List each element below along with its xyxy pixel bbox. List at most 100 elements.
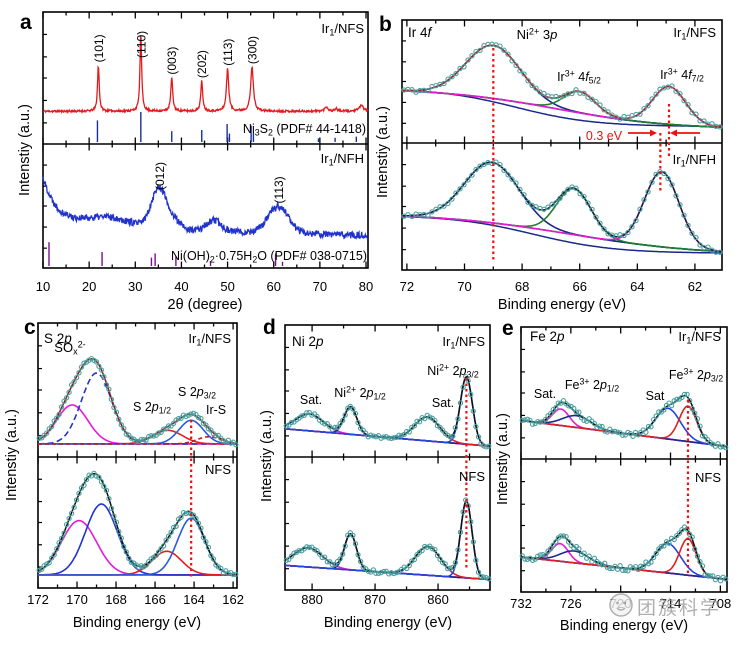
x-tick-label: 172 bbox=[27, 592, 49, 607]
annotation: Ir1/NFS bbox=[673, 25, 716, 42]
x-tick-label: 60 bbox=[266, 279, 280, 294]
data-points bbox=[519, 391, 729, 451]
axis-ticks bbox=[285, 325, 471, 590]
annotation: Ir1/NFS bbox=[442, 334, 485, 351]
annotation: S 2p1/2 bbox=[133, 400, 171, 416]
x-axis-label: Binding energy (eV) bbox=[324, 615, 452, 631]
x-tick-label: 714 bbox=[660, 596, 682, 611]
annotation: Fe 2p bbox=[530, 329, 565, 344]
axis-ticks bbox=[37, 323, 234, 588]
reference-pattern bbox=[48, 242, 284, 266]
annotation: Ni2+ 3p bbox=[517, 26, 558, 42]
annotation: Sat. bbox=[534, 387, 556, 401]
y-axis-label: Intenstiy (a.u.) bbox=[495, 413, 511, 505]
x-tick-label: 880 bbox=[301, 592, 323, 607]
panel-letter-e: e bbox=[502, 317, 514, 340]
watermark-logo-icon bbox=[609, 593, 633, 617]
x-axis-label: 2θ (degree) bbox=[168, 297, 243, 313]
x-tick-label: 70 bbox=[313, 279, 327, 294]
watermark: 团簇科学 bbox=[609, 593, 721, 619]
annotation: NFS bbox=[459, 469, 485, 484]
x-tick-label: 72 bbox=[400, 279, 414, 294]
shift-arrow-head bbox=[650, 129, 657, 137]
x-tick-label: 726 bbox=[560, 596, 582, 611]
panel-frame-b bbox=[401, 19, 723, 271]
annotation: Fe3+ 2p3/2 bbox=[669, 367, 723, 384]
annotation: Ni 2p bbox=[292, 334, 324, 349]
x-axis-label: Binding energy (eV) bbox=[498, 297, 626, 313]
annotation: Ir1/NFS bbox=[188, 331, 231, 348]
hkl-label: (113) bbox=[221, 39, 235, 66]
x-tick-label: 68 bbox=[515, 279, 529, 294]
x-tick-labels: 72 70 68 66 64 62 bbox=[400, 279, 702, 294]
x-tick-label: 64 bbox=[630, 279, 644, 294]
data-points bbox=[519, 524, 729, 584]
hkl-label: (202) bbox=[195, 50, 209, 78]
annotation: Ni(OH)2·0.75H2O (PDF# 038-0715) bbox=[171, 249, 367, 265]
annotation: Ni2+ 2p3/2 bbox=[427, 363, 479, 380]
panel-letter-c: c bbox=[24, 316, 36, 339]
x-tick-label: 168 bbox=[105, 592, 127, 607]
x-tick-label: 20 bbox=[82, 279, 96, 294]
annotation: NFS bbox=[205, 462, 231, 477]
envelope-curve bbox=[37, 472, 238, 576]
envelope-curve bbox=[402, 161, 723, 253]
x-tick-label: 860 bbox=[427, 592, 449, 607]
x-tick-labels: 10 20 30 40 50 60 70 80 bbox=[36, 279, 373, 294]
x-tick-label: 708 bbox=[710, 596, 732, 611]
annotation: Ir3+ 4f7/2 bbox=[660, 67, 704, 84]
panel-b: 72 70 68 66 64 62 Binding energy (eV) Intenstiy… bbox=[375, 13, 723, 313]
annotation: Ir1/NFH bbox=[321, 151, 364, 168]
x-tick-label: 30 bbox=[128, 279, 142, 294]
data-points bbox=[283, 497, 492, 582]
shift-arrow-head bbox=[670, 129, 677, 137]
y-axis-label: Intenstiy (a.u.) bbox=[375, 106, 391, 198]
hkl-label: (110) bbox=[134, 31, 148, 58]
x-tick-label: 170 bbox=[66, 592, 88, 607]
data-points bbox=[36, 470, 239, 578]
fit-component-4 bbox=[38, 436, 238, 445]
panel-letter-d: d bbox=[263, 316, 276, 339]
annotation: Fe3+ 2p1/2 bbox=[565, 377, 619, 394]
annotation: Ir1/NFS bbox=[678, 329, 721, 346]
xrd-trace-bottom bbox=[42, 176, 369, 241]
annotation: Ni2+ 2p1/2 bbox=[334, 385, 386, 402]
hkl-label: (101) bbox=[92, 34, 106, 62]
axis-ticks bbox=[520, 327, 722, 592]
x-axis-label: Binding energy (eV) bbox=[560, 618, 688, 634]
data-points bbox=[401, 41, 723, 130]
y-axis-label: Intenstiy (a.u.) bbox=[4, 409, 20, 501]
x-axis-label: Binding energy (eV) bbox=[73, 615, 201, 631]
data-points bbox=[401, 159, 723, 255]
watermark-text: 团簇科学 bbox=[637, 597, 721, 619]
annotation: Ni3S2 (PDF# 44-1418) bbox=[243, 122, 366, 138]
x-tick-label: 50 bbox=[220, 279, 234, 294]
x-tick-label: 732 bbox=[510, 596, 532, 611]
axis-ticks bbox=[42, 12, 367, 268]
x-tick-label: 162 bbox=[222, 592, 244, 607]
x-tick-label: 40 bbox=[174, 279, 188, 294]
annotation: Sat bbox=[646, 389, 665, 403]
annotation: Ir 4f bbox=[408, 25, 433, 40]
panel-c: 172 170 168 166 164 162 Binding energy (eV) Int… bbox=[4, 316, 244, 631]
x-tick-label: 66 bbox=[572, 279, 586, 294]
reference-pattern bbox=[96, 112, 358, 142]
x-tick-label: 10 bbox=[36, 279, 50, 294]
y-axis-label: Intenstiy (a.u.) bbox=[259, 410, 275, 502]
annotation: Ir3+ 4f5/2 bbox=[557, 69, 601, 86]
panel-letter-b: b bbox=[379, 13, 392, 36]
annotation: Sat. bbox=[432, 396, 454, 410]
data-points bbox=[283, 373, 492, 450]
annotation: Ir1/NFH bbox=[673, 152, 716, 169]
x-tick-label: 164 bbox=[183, 592, 205, 607]
data-points bbox=[36, 355, 239, 448]
hkl-label: (003) bbox=[165, 47, 179, 75]
x-tick-labels: 172 170 168 166 164 162 bbox=[27, 592, 244, 607]
x-tick-label: 62 bbox=[688, 279, 702, 294]
hkl-label: (300) bbox=[246, 36, 260, 64]
panel-a: 10 20 30 40 50 60 70 80 2θ (degree) Intenstiy (a.… bbox=[17, 11, 373, 313]
annotation: SOx2- bbox=[54, 339, 85, 356]
x-tick-label: 166 bbox=[144, 592, 166, 607]
